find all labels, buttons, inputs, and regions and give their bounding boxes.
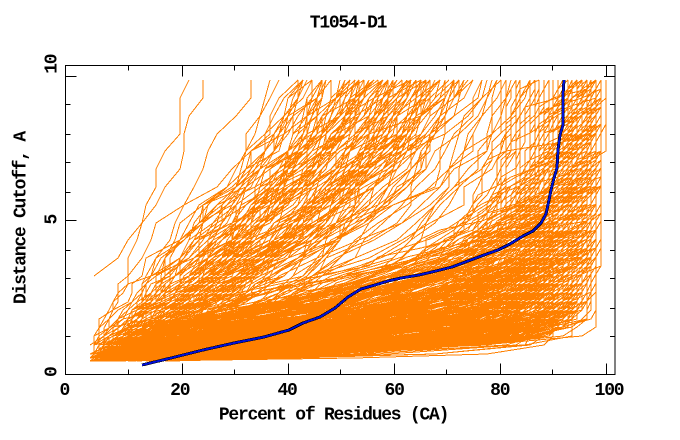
svg-text:0: 0	[60, 381, 70, 401]
svg-text:T1054-D1: T1054-D1	[310, 14, 388, 34]
svg-text:10: 10	[43, 54, 63, 74]
svg-text:5: 5	[43, 215, 63, 225]
svg-text:60: 60	[385, 381, 405, 401]
svg-text:Distance Cutoff, A: Distance Cutoff, A	[12, 131, 32, 304]
svg-text:80: 80	[490, 381, 510, 401]
svg-text:Percent of Residues (CA): Percent of Residues (CA)	[219, 406, 448, 426]
svg-text:0: 0	[43, 367, 63, 377]
svg-text:100: 100	[595, 381, 624, 401]
svg-text:20: 20	[170, 381, 190, 401]
svg-text:40: 40	[277, 381, 297, 401]
